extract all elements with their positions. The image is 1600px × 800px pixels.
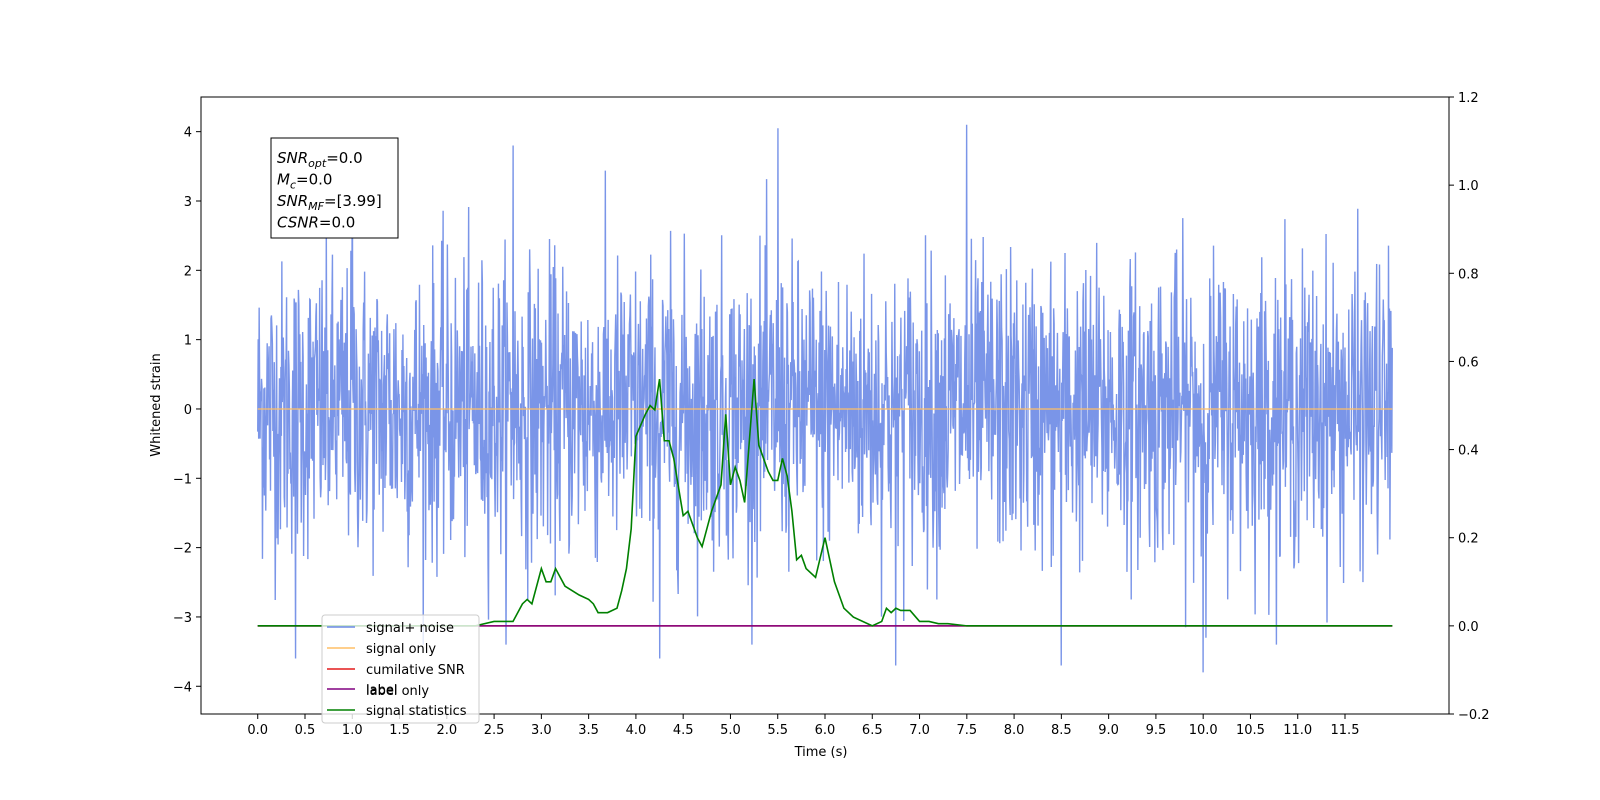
x-tick-label: 0.5 xyxy=(295,723,316,738)
x-tick-label: 0.0 xyxy=(247,723,268,738)
annotation-line: Mc=0.0 xyxy=(277,171,332,192)
y-right-tick-label: 1.0 xyxy=(1458,179,1479,194)
y-right-tick-label: 0.4 xyxy=(1458,444,1479,459)
annotation-line: CSNR=0.0 xyxy=(277,214,355,232)
x-tick-label: 7.5 xyxy=(956,723,977,738)
annotation-line: SNRMF=[3.99] xyxy=(277,192,382,213)
legend-label: signal statistics xyxy=(366,704,467,719)
series-signal-statistics xyxy=(257,378,1393,627)
x-tick-label: 6.5 xyxy=(862,723,883,738)
y-axis-right: −0.2 0.0 0.2 0.4 0.6 0.8 1.0 1.2 xyxy=(1449,91,1490,723)
x-tick-label: 10.0 xyxy=(1189,723,1218,738)
legend-label: label only xyxy=(366,684,429,699)
x-tick-label: 4.0 xyxy=(626,723,647,738)
x-tick-label: 2.5 xyxy=(484,723,505,738)
y-right-tick-label: 0.0 xyxy=(1458,620,1479,635)
y-left-tick-label: 0 xyxy=(184,403,192,418)
y-axis-left: −4 −3 −2 −1 0 1 2 3 4 xyxy=(173,126,201,695)
y-right-tick-label: 0.2 xyxy=(1458,532,1479,547)
x-tick-label: 3.5 xyxy=(578,723,599,738)
series-signal-plus-noise xyxy=(257,124,1393,673)
x-axis: 0.0 0.5 1.0 1.5 2.0 2.5 3.0 3.5 4.0 4.5 5.0 5.5 6.0 6… xyxy=(247,714,1359,738)
x-tick-label: 10.5 xyxy=(1236,723,1265,738)
y-left-tick-label: 3 xyxy=(184,195,192,210)
x-tick-label: 9.0 xyxy=(1098,723,1119,738)
x-tick-label: 6.0 xyxy=(815,723,836,738)
y-right-tick-label: 1.2 xyxy=(1458,91,1479,106)
y-left-tick-label: 2 xyxy=(184,264,192,279)
x-tick-label: 8.5 xyxy=(1051,723,1072,738)
y-left-tick-label: −4 xyxy=(173,680,192,695)
y-left-tick-label: 4 xyxy=(184,126,192,141)
legend-label: signal only xyxy=(366,642,436,657)
y-left-tick-label: −3 xyxy=(173,611,192,626)
annotation-frame xyxy=(270,137,399,239)
legend-label: label xyxy=(366,683,397,698)
legend-label: signal+ noise xyxy=(366,621,454,636)
y-right-tick-label: 0.6 xyxy=(1458,355,1479,370)
x-tick-label: 11.0 xyxy=(1283,723,1312,738)
x-tick-label: 4.5 xyxy=(673,723,694,738)
y-left-tick-label: −1 xyxy=(173,472,192,487)
x-tick-label: 2.0 xyxy=(436,723,457,738)
x-tick-label: 1.5 xyxy=(389,723,410,738)
x-tick-label: 11.5 xyxy=(1331,723,1360,738)
x-tick-label: 9.5 xyxy=(1146,723,1167,738)
x-tick-label: 1.0 xyxy=(342,723,363,738)
legend: signal+ noise signal only cumilative SNR la… xyxy=(321,614,480,724)
x-tick-label: 5.0 xyxy=(720,723,741,738)
annotation-line: SNRopt=0.0 xyxy=(277,149,363,170)
y-left-tick-label: −2 xyxy=(173,542,192,557)
y-right-tick-label: 0.8 xyxy=(1458,267,1479,282)
legend-frame xyxy=(321,614,480,724)
x-tick-label: 5.5 xyxy=(767,723,788,738)
y-right-tick-label: −0.2 xyxy=(1458,708,1490,723)
x-tick-label: 3.0 xyxy=(531,723,552,738)
x-tick-label: 7.0 xyxy=(909,723,930,738)
y-axis-label: Whitened strain xyxy=(149,353,164,456)
x-tick-label: 8.0 xyxy=(1004,723,1025,738)
y-left-tick-label: 1 xyxy=(184,334,192,349)
x-axis-label: Time (s) xyxy=(794,745,848,760)
legend-label: cumilative SNR xyxy=(366,663,465,678)
